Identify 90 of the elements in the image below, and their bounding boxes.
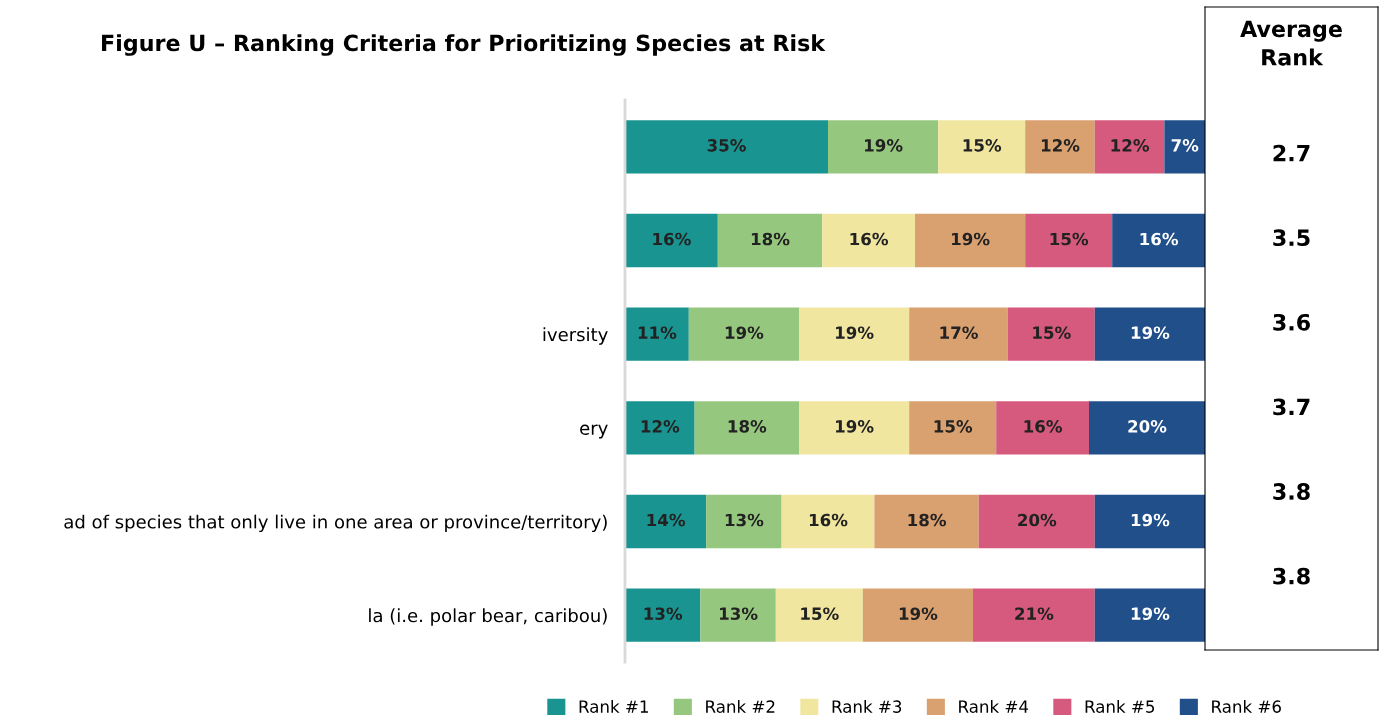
bar	[717, 213, 823, 268]
bar	[700, 588, 776, 642]
y-tick-label: iversity	[543, 327, 608, 345]
data-label: 19%	[725, 326, 764, 339]
y-tick-label: la (i.e. polar bear, caribou)	[369, 608, 607, 626]
bar	[1025, 120, 1095, 174]
data-label: 16%	[1024, 420, 1063, 433]
text: 3.8	[1273, 483, 1310, 500]
bar	[978, 494, 1095, 549]
legend-label: Rank #5	[1085, 699, 1155, 713]
data-label: 18%	[728, 420, 767, 433]
bar	[625, 401, 695, 455]
data-label: 19%	[865, 139, 903, 152]
data-label: 19%	[836, 420, 874, 433]
bar	[1025, 213, 1113, 268]
bar	[625, 213, 718, 268]
data-label: 17%	[940, 326, 978, 339]
data-label: 15%	[1050, 232, 1089, 246]
legend-label: Rank #3	[832, 699, 902, 713]
data-label: 13%	[720, 607, 758, 620]
chart-title: Figure U – Ranking Criteria for Prioritizing Species at Risk	[102, 34, 826, 56]
bar	[775, 588, 863, 642]
text: 3.5	[1273, 229, 1310, 247]
data-label: 35%	[707, 139, 746, 152]
bar	[625, 307, 689, 361]
bar	[781, 494, 875, 549]
legend-label: Rank #6	[1212, 699, 1281, 713]
bar	[874, 494, 979, 549]
data-label: 16%	[1140, 232, 1179, 246]
bar	[799, 307, 910, 361]
bar	[625, 120, 828, 174]
bar	[1112, 213, 1205, 268]
legend-label: Rank #4	[959, 699, 1029, 713]
bar	[828, 120, 939, 174]
data-label: 16%	[850, 232, 889, 246]
bar	[688, 307, 799, 361]
bar	[1094, 588, 1205, 642]
data-label: 11%	[638, 326, 677, 339]
data-label: 15%	[934, 420, 973, 433]
legend-label: Rank #2	[706, 699, 775, 713]
bar	[1164, 120, 1205, 174]
bar	[1007, 307, 1095, 361]
text: Average Rank	[1240, 20, 1342, 66]
data-label: 15%	[963, 139, 1002, 152]
data-label: 12%	[1041, 139, 1080, 152]
data-label: 15%	[1033, 326, 1071, 339]
bar	[799, 401, 910, 455]
bar	[909, 401, 997, 455]
data-label: 19%	[1131, 326, 1170, 339]
text: 3.8	[1273, 567, 1310, 585]
bar	[1094, 307, 1205, 361]
legend-label: Rank #1	[579, 699, 648, 713]
bar	[996, 401, 1089, 455]
data-label: 16%	[809, 513, 848, 527]
text: 3.6	[1273, 313, 1310, 331]
y-tick-label: ad of species that only live in one area or province/territory)	[64, 514, 607, 533]
data-label: 21%	[1015, 607, 1054, 620]
data-label: 20%	[1018, 513, 1057, 527]
bar	[862, 588, 973, 642]
data-label: 12%	[1111, 139, 1150, 152]
bar	[1089, 401, 1205, 455]
data-label: 12%	[641, 420, 680, 433]
bar	[915, 213, 1026, 268]
bar	[1094, 120, 1165, 174]
data-label: 19%	[1131, 607, 1170, 620]
bar	[625, 588, 701, 642]
bar	[706, 494, 782, 549]
bar	[694, 401, 799, 455]
data-label: 20%	[1128, 420, 1167, 433]
data-label: 18%	[908, 513, 947, 527]
text: 3.7	[1273, 398, 1310, 416]
text: 2.7	[1273, 144, 1310, 162]
bar	[625, 494, 707, 549]
data-label: 19%	[836, 326, 874, 339]
data-label: 19%	[1131, 513, 1170, 527]
bar	[822, 213, 915, 268]
bar	[938, 120, 1026, 174]
data-label: 19%	[952, 232, 990, 246]
data-label: 15%	[801, 607, 839, 620]
bar	[909, 307, 1008, 361]
data-label: 13%	[644, 607, 683, 620]
bar	[973, 588, 1095, 642]
data-label: 16%	[653, 232, 691, 246]
data-label: 7%	[1171, 139, 1199, 152]
data-label: 19%	[899, 607, 938, 620]
data-label: 14%	[647, 513, 686, 527]
bar	[1094, 494, 1205, 549]
y-tick-label: ery	[580, 424, 608, 439]
data-label: 13%	[725, 513, 764, 527]
data-label: 18%	[751, 232, 790, 246]
